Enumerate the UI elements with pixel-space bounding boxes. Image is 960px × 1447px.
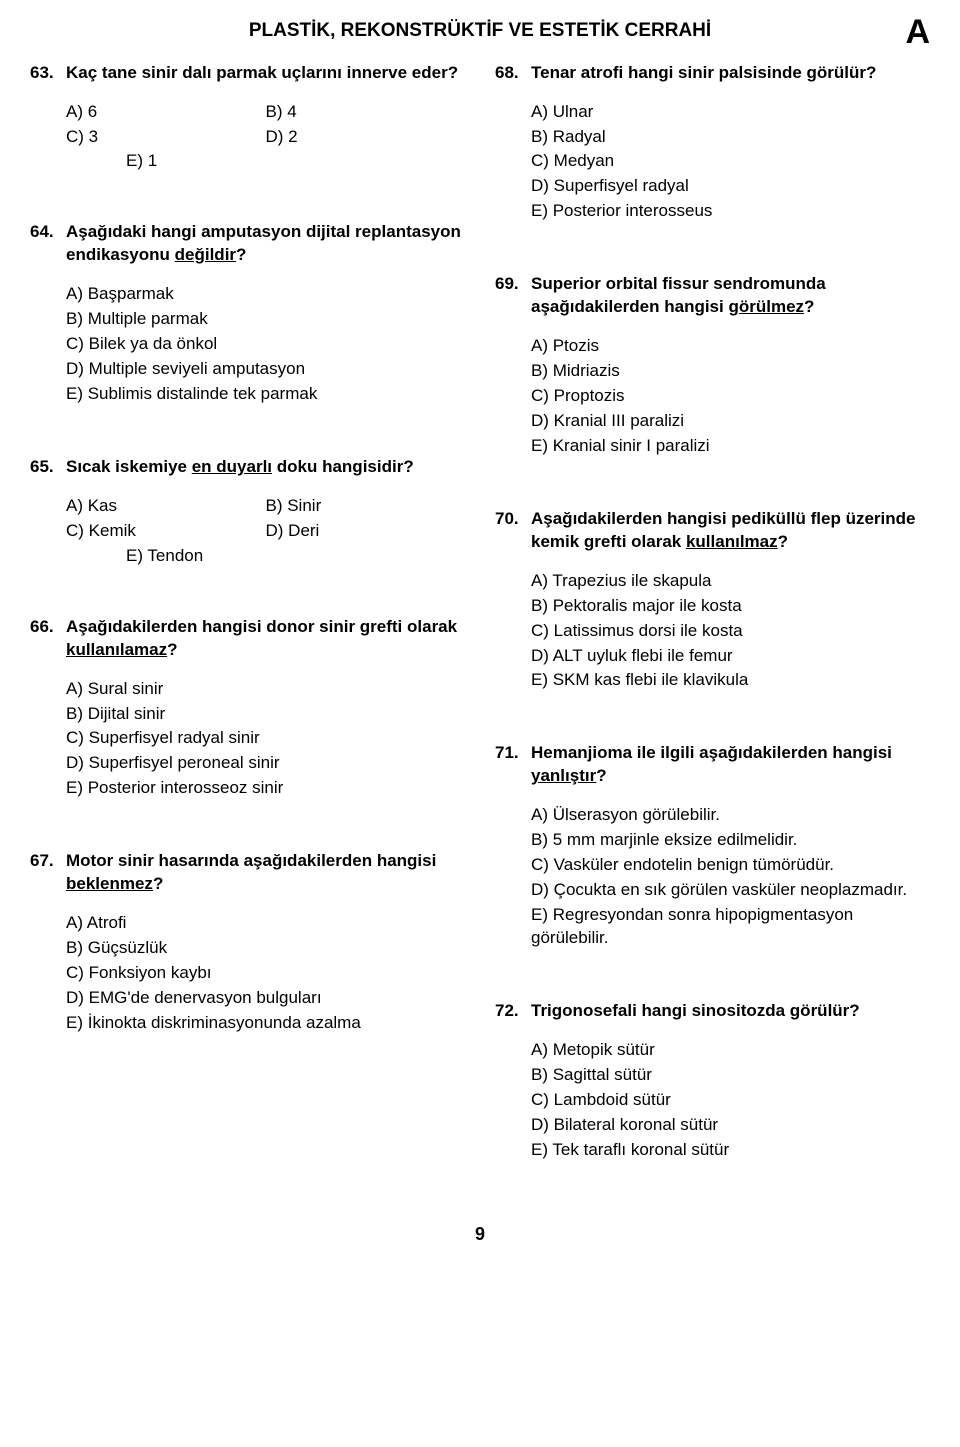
options: A) Ülserasyon görülebilir. B) 5 mm marji… [531, 804, 930, 950]
question-text: Trigonosefali hangi sinositozda görülür? [531, 1000, 930, 1023]
option-c: C) Lambdoid sütür [531, 1089, 930, 1112]
page-letter: A [905, 10, 930, 56]
option-d: D) Bilateral koronal sütür [531, 1114, 930, 1137]
question-69: 69. Superior orbital fissur sendromunda … [495, 273, 930, 460]
option-c: C) Kemik [66, 520, 266, 543]
option-d: D) Kranial III paralizi [531, 410, 930, 433]
option-c: C) Proptozis [531, 385, 930, 408]
option-a: A) Ptozis [531, 335, 930, 358]
option-e: E) Regresyondan sonra hipopigmentasyon g… [531, 904, 930, 950]
question-67: 67. Motor sinir hasarında aşağıdakilerde… [30, 850, 465, 1037]
option-b: B) Midriazis [531, 360, 930, 383]
question-71: 71. Hemanjioma ile ilgili aşağıdakilerde… [495, 742, 930, 952]
option-b: B) Dijital sinir [66, 703, 465, 726]
option-b: B) 5 mm marjinle eksize edilmelidir. [531, 829, 930, 852]
option-b: B) Multiple parmak [66, 308, 465, 331]
option-b: B) Radyal [531, 126, 930, 149]
question-number: 66. [30, 616, 66, 803]
page-title: PLASTİK, REKONSTRÜKTİF VE ESTETİK CERRAH… [30, 18, 930, 44]
question-number: 69. [495, 273, 531, 460]
option-a: A) Trapezius ile skapula [531, 570, 930, 593]
option-c: C) Superfisyel radyal sinir [66, 727, 465, 750]
option-a: A) Kas [66, 495, 266, 518]
columns: 63. Kaç tane sinir dalı parmak uçlarını … [30, 62, 930, 1212]
option-b: B) Pektoralis major ile kosta [531, 595, 930, 618]
right-column: 68. Tenar atrofi hangi sinir palsisinde … [495, 62, 930, 1212]
option-a: A) Atrofi [66, 912, 465, 935]
option-a: A) Ülserasyon görülebilir. [531, 804, 930, 827]
options: A) Metopik sütür B) Sagittal sütür C) La… [531, 1039, 930, 1162]
question-text: Motor sinir hasarında aşağıdakilerden ha… [66, 850, 465, 896]
question-68: 68. Tenar atrofi hangi sinir palsisinde … [495, 62, 930, 226]
page-header: PLASTİK, REKONSTRÜKTİF VE ESTETİK CERRAH… [30, 18, 930, 44]
page-number: 9 [30, 1222, 930, 1246]
question-number: 72. [495, 1000, 531, 1164]
question-number: 63. [30, 62, 66, 174]
option-d: D) Multiple seviyeli amputasyon [66, 358, 465, 381]
question-number: 65. [30, 456, 66, 568]
question-text: Aşağıdaki hangi amputasyon dijital repla… [66, 221, 465, 267]
question-number: 68. [495, 62, 531, 226]
option-e: E) 1 [66, 150, 465, 173]
options: A) Başparmak B) Multiple parmak C) Bilek… [66, 283, 465, 406]
option-a: A) 6 [66, 101, 266, 124]
question-70: 70. Aşağıdakilerden hangisi pediküllü fl… [495, 508, 930, 695]
question-text: Kaç tane sinir dalı parmak uçlarını inne… [66, 62, 465, 85]
question-number: 71. [495, 742, 531, 952]
option-d: D) 2 [266, 126, 466, 149]
option-c: C) Fonksiyon kaybı [66, 962, 465, 985]
question-number: 67. [30, 850, 66, 1037]
options: A) Atrofi B) Güçsüzlük C) Fonksiyon kayb… [66, 912, 465, 1035]
option-e: E) SKM kas flebi ile klavikula [531, 669, 930, 692]
question-text: Aşağıdakilerden hangisi donor sinir gref… [66, 616, 465, 662]
question-63: 63. Kaç tane sinir dalı parmak uçlarını … [30, 62, 465, 174]
options: A) Kas B) Sinir C) Kemik D) Deri E) Tend… [66, 495, 465, 568]
option-b: B) Güçsüzlük [66, 937, 465, 960]
option-c: C) 3 [66, 126, 266, 149]
left-column: 63. Kaç tane sinir dalı parmak uçlarını … [30, 62, 465, 1212]
option-e: E) Tek taraflı koronal sütür [531, 1139, 930, 1162]
option-e: E) Sublimis distalinde tek parmak [66, 383, 465, 406]
option-d: D) Superfisyel radyal [531, 175, 930, 198]
options: A) Trapezius ile skapula B) Pektoralis m… [531, 570, 930, 693]
question-text: Tenar atrofi hangi sinir palsisinde görü… [531, 62, 930, 85]
options: A) Ptozis B) Midriazis C) Proptozis D) K… [531, 335, 930, 458]
option-e: E) İkinokta diskriminasyonunda azalma [66, 1012, 465, 1035]
option-e: E) Kranial sinir I paralizi [531, 435, 930, 458]
option-a: A) Metopik sütür [531, 1039, 930, 1062]
options: A) Sural sinir B) Dijital sinir C) Super… [66, 678, 465, 801]
option-c: C) Bilek ya da önkol [66, 333, 465, 356]
question-number: 64. [30, 221, 66, 408]
question-66: 66. Aşağıdakilerden hangisi donor sinir … [30, 616, 465, 803]
option-e: E) Posterior interosseoz sinir [66, 777, 465, 800]
question-64: 64. Aşağıdaki hangi amputasyon dijital r… [30, 221, 465, 408]
question-65: 65. Sıcak iskemiye en duyarlı doku hangi… [30, 456, 465, 568]
options: A) Ulnar B) Radyal C) Medyan D) Superfis… [531, 101, 930, 224]
question-text: Superior orbital fissur sendromunda aşağ… [531, 273, 930, 319]
option-c: C) Medyan [531, 150, 930, 173]
question-text: Aşağıdakilerden hangisi pediküllü flep ü… [531, 508, 930, 554]
option-b: B) Sinir [266, 495, 466, 518]
option-d: D) Çocukta en sık görülen vasküler neopl… [531, 879, 930, 902]
option-b: B) 4 [266, 101, 466, 124]
option-a: A) Başparmak [66, 283, 465, 306]
option-d: D) EMG'de denervasyon bulguları [66, 987, 465, 1010]
question-text: Hemanjioma ile ilgili aşağıdakilerden ha… [531, 742, 930, 788]
option-d: D) Superfisyel peroneal sinir [66, 752, 465, 775]
option-a: A) Sural sinir [66, 678, 465, 701]
option-d: D) ALT uyluk flebi ile femur [531, 645, 930, 668]
option-c: C) Vasküler endotelin benign tümörüdür. [531, 854, 930, 877]
option-e: E) Posterior interosseus [531, 200, 930, 223]
option-a: A) Ulnar [531, 101, 930, 124]
option-d: D) Deri [266, 520, 466, 543]
options: A) 6 B) 4 C) 3 D) 2 E) 1 [66, 101, 465, 174]
option-b: B) Sagittal sütür [531, 1064, 930, 1087]
option-c: C) Latissimus dorsi ile kosta [531, 620, 930, 643]
option-e: E) Tendon [66, 545, 465, 568]
question-number: 70. [495, 508, 531, 695]
question-72: 72. Trigonosefali hangi sinositozda görü… [495, 1000, 930, 1164]
question-text: Sıcak iskemiye en duyarlı doku hangisidi… [66, 456, 465, 479]
